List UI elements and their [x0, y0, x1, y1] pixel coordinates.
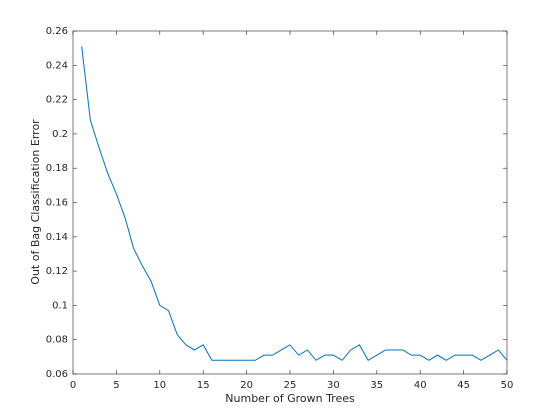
x-tick-label: 25 [284, 380, 297, 391]
y-tick-label: 0.16 [46, 198, 68, 209]
x-tick-label: 0 [70, 380, 76, 391]
x-tick-label: 30 [327, 380, 340, 391]
axes-box [72, 30, 508, 375]
y-tick-label: 0.12 [46, 266, 68, 277]
x-tick-label: 10 [153, 380, 166, 391]
y-tick-label: 0.26 [46, 26, 68, 37]
x-tick-label: 20 [240, 380, 253, 391]
y-axis-label: Out of Bag Classification Error [29, 119, 42, 285]
y-tick-label: 0.06 [46, 369, 68, 380]
x-tick-label: 50 [501, 380, 514, 391]
y-tick-label: 0.18 [46, 163, 68, 174]
x-axis-label: Number of Grown Trees [225, 392, 355, 405]
y-tick-label: 0.1 [52, 300, 68, 311]
y-tick-label: 0.24 [46, 60, 68, 71]
y-tick-label: 0.14 [46, 232, 68, 243]
x-tick-label: 45 [457, 380, 470, 391]
x-tick-label: 15 [197, 380, 210, 391]
x-tick-label: 40 [414, 380, 427, 391]
x-tick-label: 35 [370, 380, 383, 391]
y-tick-label: 0.08 [46, 335, 68, 346]
x-tick-label: 5 [113, 380, 119, 391]
data-line [81, 46, 508, 361]
y-tick-label: 0.22 [46, 95, 68, 106]
y-tick-label: 0.2 [52, 129, 68, 140]
